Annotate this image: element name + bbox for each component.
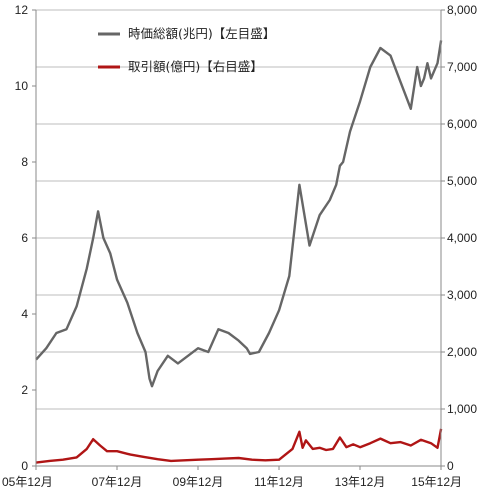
y-right-tick-label: 1,000 [447, 402, 477, 416]
series-line-1 [35, 40, 443, 388]
x-tick-label: 05年12月 [2, 475, 53, 489]
gridlines [36, 9, 441, 467]
legend-label-1: 時価総額(兆円)【左目盛】 [128, 26, 275, 41]
y-right-tick-label: 4,000 [447, 231, 477, 245]
y-right-tick-label: 6,000 [447, 117, 477, 131]
y-left-tick-label: 12 [15, 3, 29, 17]
y-left-tick-label: 8 [21, 155, 28, 169]
y-right-tick-label: 8,000 [447, 3, 477, 17]
legend: 時価総額(兆円)【左目盛】取引額(億円)【右目盛】 [98, 26, 275, 74]
series-line-2 [35, 428, 443, 464]
x-tick-label: 13年12月 [335, 475, 386, 489]
x-tick-label: 11年12月 [254, 475, 304, 489]
axes: 0 2 4 6 8 10 12 0 1,000 2,000 3,000 4,000 5,000 6,000… [2, 3, 477, 489]
series-layer [35, 40, 443, 464]
y-left-tick-label: 2 [21, 383, 28, 397]
x-tick-label: 09年12月 [173, 475, 224, 489]
y-right-tick-label: 3,000 [447, 288, 477, 302]
x-tick-label: 15年12月 [411, 475, 462, 489]
y-right-tick-label: 2,000 [447, 345, 477, 359]
y-right-tick-label: 5,000 [447, 174, 477, 188]
y-right-tick-label: 7,000 [447, 60, 477, 74]
y-left-tick-label: 10 [15, 79, 29, 93]
y-right-tick-label: 0 [447, 459, 454, 473]
legend-label-2: 取引額(億円)【右目盛】 [128, 59, 263, 74]
x-tick-label: 07年12月 [92, 475, 143, 489]
y-left-tick-label: 4 [21, 307, 28, 321]
y-left-tick-label: 0 [21, 459, 28, 473]
y-left-tick-label: 6 [21, 231, 28, 245]
